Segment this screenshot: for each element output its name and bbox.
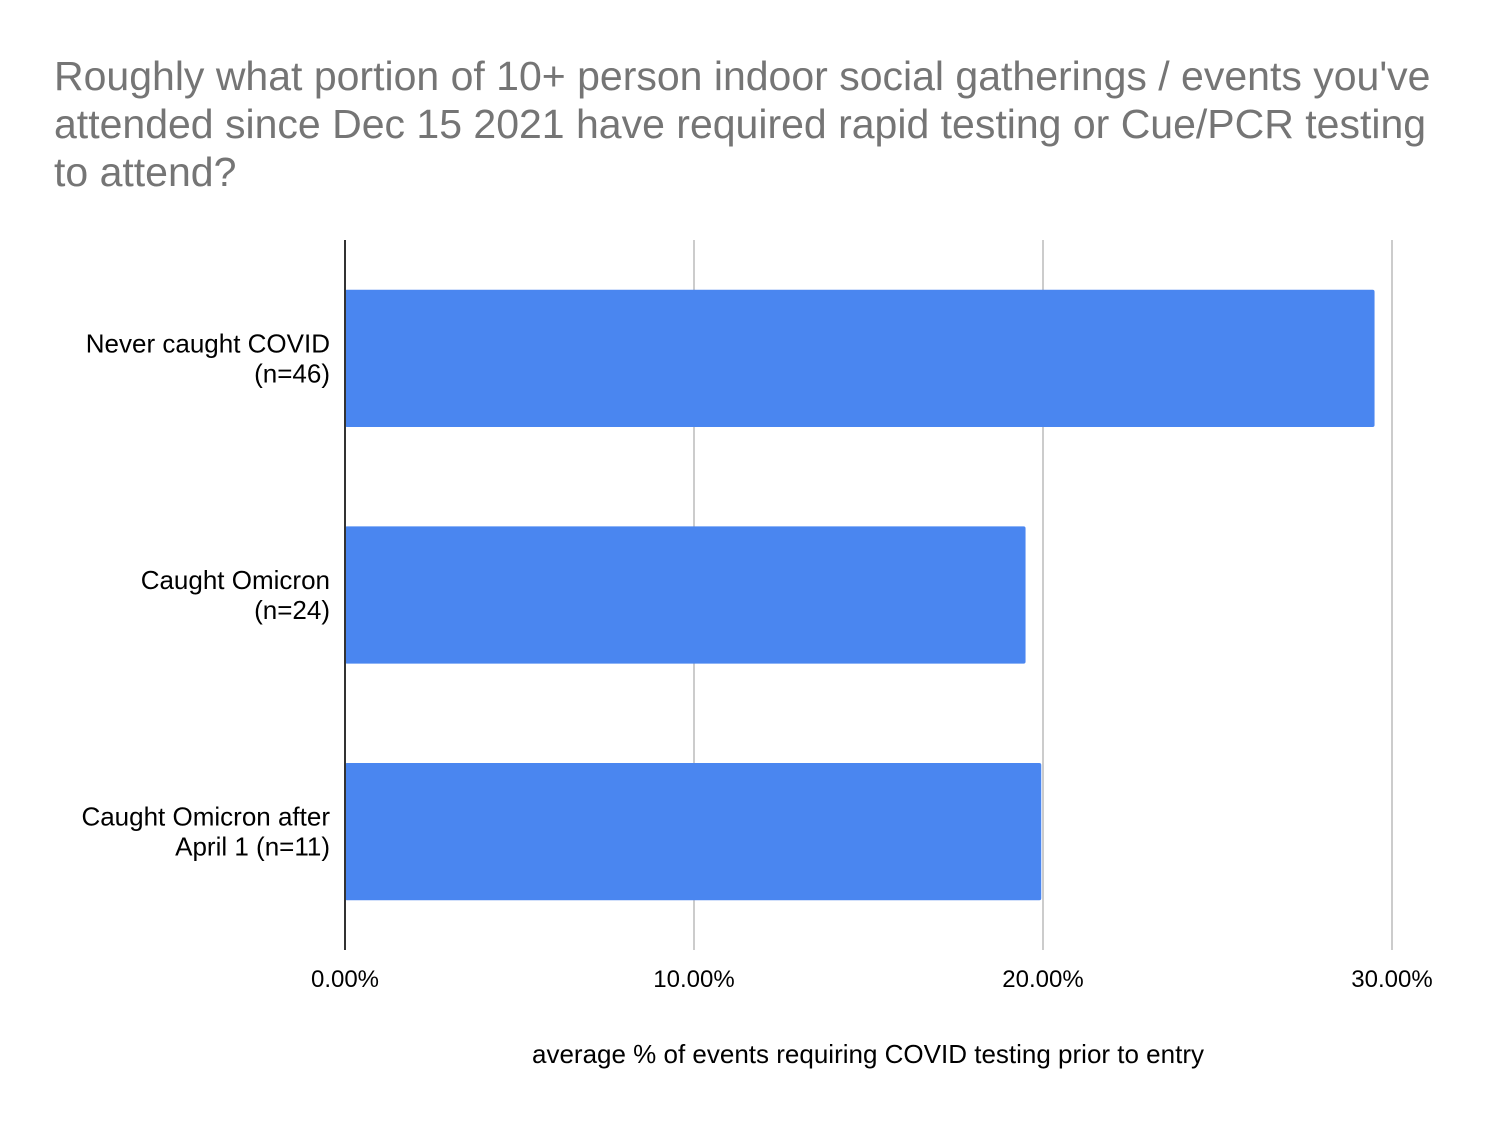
category-labels: Never caught COVID (n=46)Caught Omicron (n… [81,328,330,861]
category-label-1-line-0: Caught Omicron [141,565,330,595]
chart-title: Roughly what portion of 10+ person indoo… [54,53,1431,195]
x-tick-label-3: 30.00% [1351,966,1432,993]
category-label-0-line-1: (n=46) [254,358,330,388]
bars [345,289,1375,901]
bar-1 [345,526,1026,664]
x-axis-title: average % of events requiring COVID test… [532,1039,1204,1069]
category-label-2-line-0: Caught Omicron after [81,802,330,832]
x-tick-label-2: 20.00% [1002,966,1083,993]
category-label-0: Never caught COVID (n=46) [86,328,330,388]
category-label-1-line-1: (n=24) [254,595,330,625]
bar-0 [345,289,1375,427]
category-label-0-line-0: Never caught COVID [86,328,330,358]
category-label-2-line-1: April 1 (n=11) [175,832,330,862]
category-label-1: Caught Omicron (n=24) [141,565,330,625]
x-tick-label-0: 0.00% [311,966,379,993]
x-tick-labels: 0.00% 10.00% 20.00% 30.00% [311,966,1433,993]
category-label-2: Caught Omicron after April 1 (n=11) [81,802,330,862]
x-tick-label-1: 10.00% [653,966,734,993]
bar-2 [345,763,1042,901]
